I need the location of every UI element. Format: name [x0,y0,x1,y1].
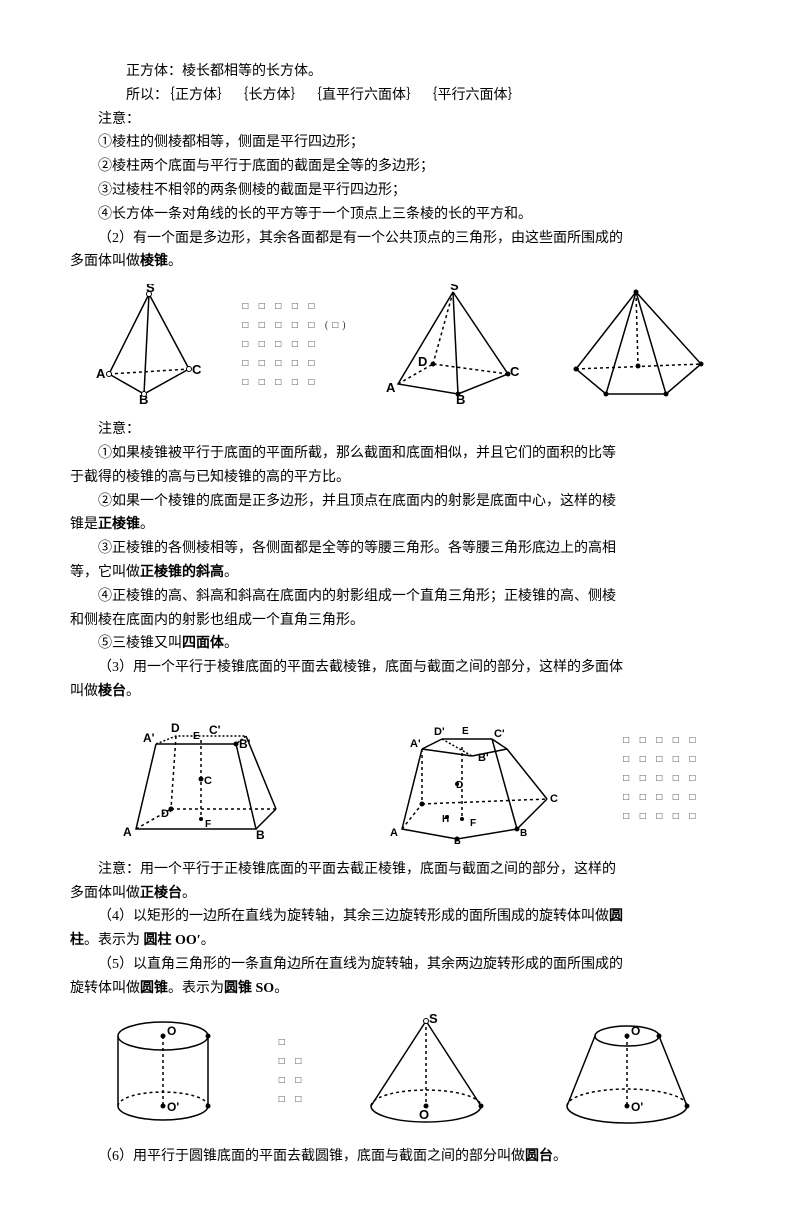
svg-text:O: O [631,1024,640,1038]
text-line: 注意： [70,418,730,442]
svg-text:B: B [256,828,265,842]
figure-frustums: A' D C' B' E A B C D' F [70,714,730,844]
svg-text:S: S [429,1011,438,1026]
figure-rotation-solids: O O' □□ □□ □□ □ S O [70,1011,730,1131]
text-line: 柱。表示为 圆柱 OO′。 [70,929,730,953]
svg-text:D: D [171,721,180,735]
square-pyramid-icon: S A B C D [378,284,528,404]
svg-text:O': O' [631,1100,643,1114]
triangular-pyramid-icon: S A B C [84,284,214,404]
text-line: 多面体叫做正棱台。 [70,882,730,906]
figure-pyramids: S A B C □ □ □ □ □□ □ □ □ □ (□)□ □ □ □ □□… [70,284,730,404]
svg-text:B': B' [239,737,251,751]
text-line: （6）用平行于圆锥底面的平面去截圆锥，底面与截面之间的部分叫做圆台。 [70,1145,730,1169]
svg-text:C: C [204,775,212,787]
spacer-boxes: □□ □□ □□ □ [279,1034,306,1108]
svg-text:O: O [419,1107,429,1122]
text-line: 注意： [70,108,730,132]
cone-frustum-icon: O O' [547,1011,707,1131]
svg-text:B': B' [478,752,489,764]
svg-text:S: S [450,284,459,293]
text-line: 多面体叫做棱锥。 [70,250,730,274]
text-line: （5）以直角三角形的一条直角边所在直线为旋转轴，其余两边旋转形成的面所围成的 [70,953,730,977]
text-line: ③正棱锥的各侧棱相等，各侧面都是全等的等腰三角形。各等腰三角形底边上的高相 [70,537,730,561]
svg-text:F: F [205,819,211,830]
cylinder-icon: O O' [93,1011,233,1131]
svg-text:C: C [510,364,520,379]
svg-text:B: B [520,828,527,839]
svg-text:A: A [390,827,398,839]
svg-text:O': O' [167,1100,179,1114]
svg-text:A: A [386,380,396,395]
svg-text:E: E [462,726,469,737]
text-line: ②棱柱两个底面与平行于底面的截面是全等的多边形； [70,155,730,179]
text-line: ④正棱锥的高、斜高和斜高在底面内的射影组成一个直角三角形；正棱锥的高、侧棱 [70,585,730,609]
text-line: 等，它叫做正棱锥的斜高。 [70,561,730,585]
svg-text:O: O [167,1024,176,1038]
text-line: ①棱柱的侧棱都相等，侧面是平行四边形； [70,131,730,155]
text-line: ④长方体一条对角线的长的平方等于一个顶点上三条棱的长的平方和。 [70,203,730,227]
text-line: 旋转体叫做圆锥。表示为圆锥 SO。 [70,977,730,1001]
text-line: （3）用一个平行于棱锥底面的平面去截棱锥，底面与截面之间的部分，这样的多面体 [70,656,730,680]
text-line: 和侧棱在底面内的射影也组成一个直角三角形。 [70,609,730,633]
pentagonal-pyramid-icon [556,284,716,404]
svg-text:C': C' [209,723,221,737]
text-line: （4）以矩形的一边所在直线为旋转轴，其余三边旋转形成的面所围成的旋转体叫做圆 [70,905,730,929]
text-line: ③过棱柱不相邻的两条侧棱的截面是平行四边形； [70,179,730,203]
document-page: 正方体：棱长都相等的长方体。 所以：｛正方体｝ ｛长方体｝ ｛直平行六面体｝ ｛… [0,0,800,1208]
text-line: 锥是正棱锥。 [70,513,730,537]
pentagonal-frustum-icon: A' D' E C' B' D A B B C H F [362,714,562,844]
text-line: 于截得的棱锥的高与已知棱锥的高的平方比。 [70,466,730,490]
text-line: 注意：用一个平行于正棱锥底面的平面去截正棱锥，底面与截面之间的部分，这样的 [70,858,730,882]
spacer-boxes: □ □ □ □ □□ □ □ □ □□ □ □ □ □□ □ □ □ □□ □ … [623,732,699,825]
svg-text:C: C [550,793,558,805]
text-line: ②如果一个棱锥的底面是正多边形，并且顶点在底面内的射影是底面中心，这样的棱 [70,490,730,514]
svg-text:F: F [470,818,476,829]
svg-text:D: D [418,354,427,369]
cone-icon: S O [351,1011,501,1131]
svg-text:A': A' [143,731,155,745]
spacer-boxes: □ □ □ □ □□ □ □ □ □ (□)□ □ □ □ □□ □ □ □ □… [242,298,349,391]
text-line: 正方体：棱长都相等的长方体。 [70,60,730,84]
svg-text:C: C [192,362,202,377]
svg-text:D': D' [434,726,445,738]
svg-text:E: E [193,731,200,742]
text-line: （2）有一个面是多边形，其余各面都是有一个公共顶点的三角形，由这些面所围成的 [70,227,730,251]
svg-text:A: A [96,366,106,381]
text-line: ⑤三棱锥又叫四面体。 [70,632,730,656]
svg-text:A: A [123,825,132,839]
svg-text:A': A' [410,738,421,750]
svg-text:C': C' [494,728,505,740]
text-line: ①如果棱锥被平行于底面的平面所截，那么截面和底面相似，并且它们的面积的比等 [70,442,730,466]
text-line: 叫做棱台。 [70,680,730,704]
square-frustum-icon: A' D C' B' E A B C D' F [101,714,301,844]
text-line: 所以：｛正方体｝ ｛长方体｝ ｛直平行六面体｝ ｛平行六面体｝ [70,84,730,108]
